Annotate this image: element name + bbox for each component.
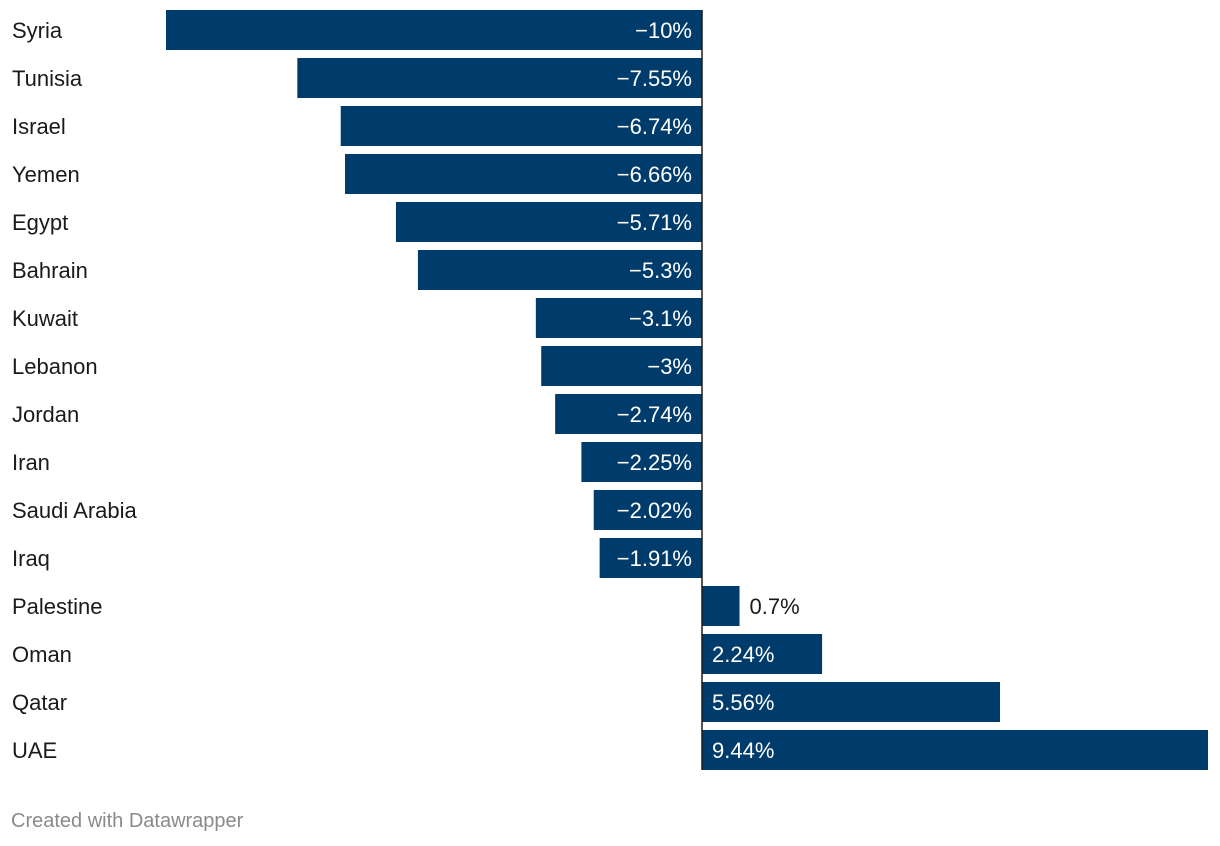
category-label: Kuwait <box>12 306 78 331</box>
value-label: −3.1% <box>629 306 692 331</box>
value-label: −5.71% <box>617 210 692 235</box>
bar-jordan <box>555 394 703 434</box>
value-label: −6.74% <box>617 114 692 139</box>
bar-tunisia <box>297 58 703 98</box>
category-label: Syria <box>12 18 63 43</box>
value-label: −3% <box>647 354 692 379</box>
bar-israel <box>340 106 703 146</box>
value-label: −2.02% <box>617 498 692 523</box>
category-label: Yemen <box>12 162 80 187</box>
category-label: Lebanon <box>12 354 98 379</box>
bar-iraq <box>599 538 703 578</box>
value-label: −6.66% <box>617 162 692 187</box>
bar-saudi-arabia <box>593 490 703 530</box>
bar-lebanon <box>541 346 703 386</box>
category-label: Jordan <box>12 402 79 427</box>
value-label: −2.25% <box>617 450 692 475</box>
bar-qatar <box>702 682 1001 722</box>
category-label: Bahrain <box>12 258 88 283</box>
footer-credit: Created with Datawrapper <box>11 810 244 832</box>
category-label: Palestine <box>12 594 103 619</box>
bar-iran <box>581 442 703 482</box>
bar-palestine <box>702 586 740 626</box>
value-label: 0.7% <box>750 594 800 619</box>
category-label: Saudi Arabia <box>12 498 138 523</box>
category-label: Qatar <box>12 690 67 715</box>
value-label: −7.55% <box>617 66 692 91</box>
value-label: −2.74% <box>617 402 692 427</box>
value-label: 5.56% <box>712 690 774 715</box>
category-label: Egypt <box>12 210 68 235</box>
labels: Syria −10% Tunisia −7.55% Israel −6.74% Yemen −… <box>12 18 800 763</box>
category-label: Oman <box>12 642 72 667</box>
category-label: Iran <box>12 450 50 475</box>
value-label: 9.44% <box>712 738 774 763</box>
value-label: −1.91% <box>617 546 692 571</box>
bar-kuwait <box>535 298 703 338</box>
category-label: UAE <box>12 738 57 763</box>
bar-yemen <box>345 154 703 194</box>
bar-uae <box>702 730 1208 770</box>
bar-egypt <box>395 202 703 242</box>
value-label: 2.24% <box>712 642 774 667</box>
category-label: Israel <box>12 114 66 139</box>
value-label: −5.3% <box>629 258 692 283</box>
bar-oman <box>702 634 823 674</box>
bar-bahrain <box>417 250 703 290</box>
bar-chart: Syria −10% Tunisia −7.55% Israel −6.74% Yemen −… <box>12 10 1208 770</box>
value-label: −10% <box>635 18 692 43</box>
category-label: Tunisia <box>12 66 83 91</box>
bars <box>166 10 1208 770</box>
category-label: Iraq <box>12 546 50 571</box>
bar-syria <box>166 10 703 50</box>
